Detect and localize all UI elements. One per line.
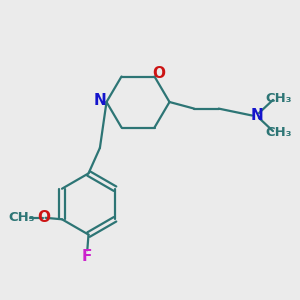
Text: CH₃: CH₃	[265, 92, 292, 105]
Text: CH₃: CH₃	[265, 126, 292, 139]
Text: O: O	[152, 66, 165, 81]
Text: N: N	[94, 93, 106, 108]
Text: F: F	[82, 249, 92, 264]
Text: O: O	[37, 210, 50, 225]
Text: N: N	[250, 108, 263, 123]
Text: CH₃: CH₃	[8, 211, 35, 224]
